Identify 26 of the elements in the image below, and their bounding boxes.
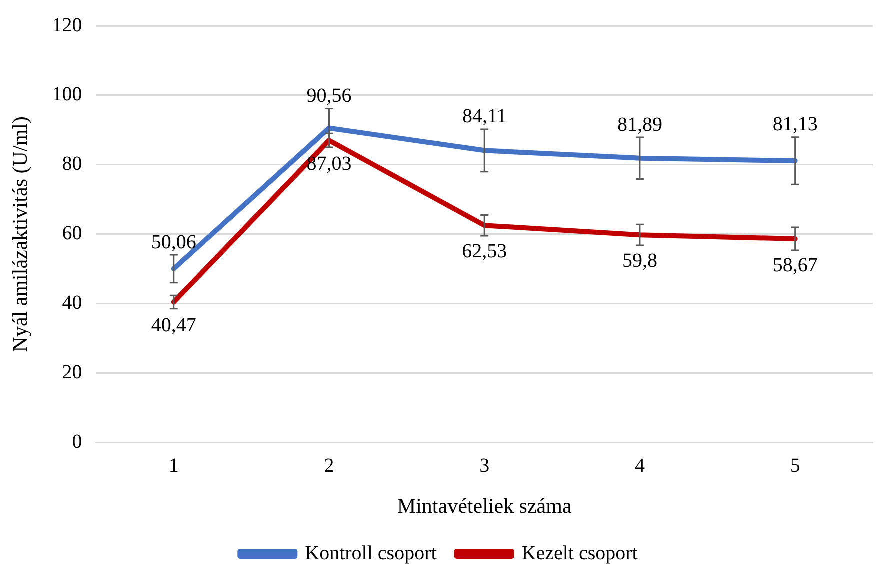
- data-label: 50,06: [151, 231, 196, 254]
- data-label: 81,13: [772, 114, 818, 136]
- data-label: 59,8: [622, 250, 658, 272]
- y-axis-title: Nyál amilázaktivitás (U/ml): [8, 116, 32, 352]
- y-tick-label: 120: [52, 14, 82, 36]
- data-label: 87,03: [306, 152, 352, 175]
- data-label: 81,89: [617, 114, 662, 136]
- x-tick-label: 4: [634, 455, 645, 478]
- x-tick-label: 2: [324, 455, 334, 478]
- y-tick-label: 60: [62, 222, 82, 245]
- data-label: 84,11: [462, 106, 507, 128]
- x-tick-label: 1: [168, 455, 179, 478]
- y-tick-label: 20: [62, 362, 82, 384]
- legend-label: Kezelt csoport: [522, 542, 638, 564]
- y-tick-label: 40: [62, 292, 82, 314]
- y-tick-label: 100: [52, 84, 82, 106]
- data-label: 58,67: [772, 254, 818, 277]
- data-label: 62,53: [462, 240, 508, 262]
- data-label: 40,47: [151, 314, 196, 336]
- x-tick-label: 5: [790, 455, 800, 478]
- data-label: 90,56: [306, 85, 352, 108]
- legend-label: Kontroll csoport: [305, 542, 438, 564]
- x-tick-label: 3: [480, 455, 490, 478]
- y-tick-label: 0: [72, 431, 82, 454]
- x-axis-title: Mintavételiek száma: [397, 494, 572, 518]
- y-tick-label: 80: [62, 153, 82, 176]
